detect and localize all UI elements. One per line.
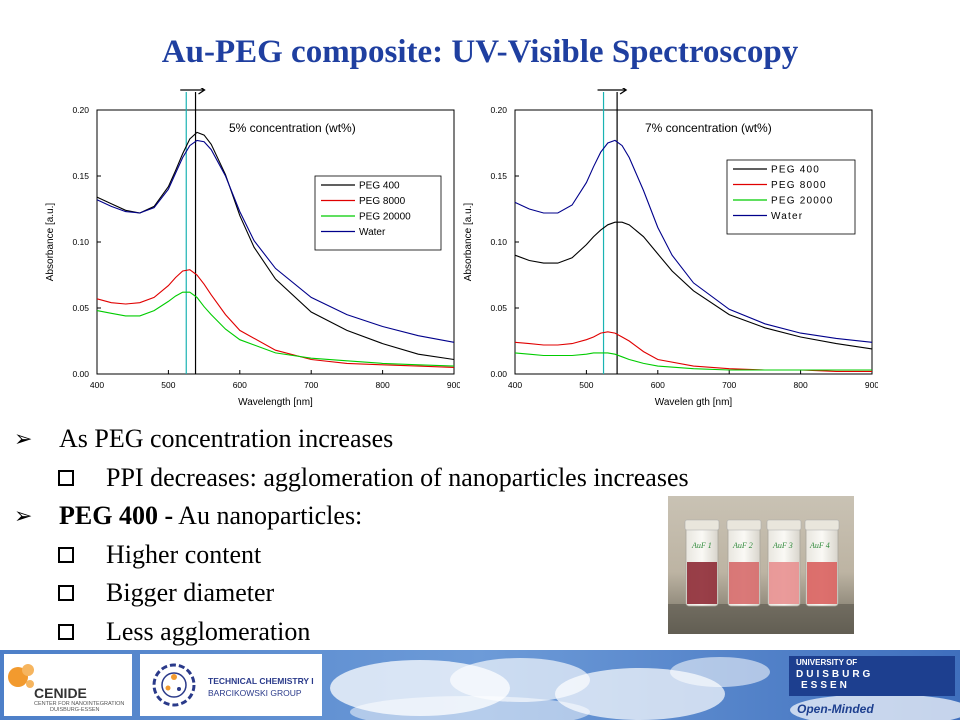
y-tick-label: 0.05 xyxy=(72,303,89,313)
legend-label: Water xyxy=(359,227,386,238)
x-axis-label: Wavelen gth [nm] xyxy=(655,397,733,408)
bullet-item: Bigger diameter xyxy=(14,574,864,613)
bullet-text: PEG 400 - Au nanoparticles: xyxy=(59,497,362,535)
legend-label: PEG 20000 xyxy=(771,196,834,207)
y-tick-label: 0.00 xyxy=(72,369,89,379)
chart-5-percent: 400 500 600 700 800 900 0.00 0.05 0.10 0.15 0.20 Wa… xyxy=(45,88,460,408)
series-line xyxy=(514,352,872,371)
x-tick-label: 900 xyxy=(447,380,460,390)
tc-subtitle: BARCIKOWSKI GROUP xyxy=(208,688,302,698)
series-line xyxy=(514,139,873,343)
vials-photo: AuF 1 AuF 2 AuF 3 AuF 4 xyxy=(668,496,854,634)
cenide-subtitle-line: DUISBURG-ESSEN xyxy=(50,707,100,713)
legend-label: PEG 400 xyxy=(359,181,400,192)
legend-label: PEG 8000 xyxy=(771,180,827,191)
y-axis-label: Absorbance [a.u.] xyxy=(463,203,474,282)
bullet-item: Higher content xyxy=(14,536,864,575)
ude-university: UNIVERSITY OF xyxy=(796,658,858,667)
vial-label: AuF 3 xyxy=(772,541,793,550)
plot-frame xyxy=(514,109,873,375)
bullet-bold-text: PEG 400 - xyxy=(59,501,174,530)
chart-title: 7% concentration (wt%) xyxy=(645,121,772,135)
cenide-logo: CENIDE CENTER FOR NANOINTEGRATION DUISBU… xyxy=(4,654,132,716)
bullet-list: ➢ As PEG concentration increases PPI dec… xyxy=(14,420,864,651)
bullet-item: Less agglomeration xyxy=(14,613,864,652)
y-tick-label: 0.15 xyxy=(490,171,507,181)
tc-title: TECHNICAL CHEMISTRY I xyxy=(208,676,314,686)
bullet-item: PPI decreases: agglomeration of nanopart… xyxy=(14,459,864,498)
footer-bar: CENIDE CENTER FOR NANOINTEGRATION DUISBU… xyxy=(0,650,960,720)
series-line xyxy=(96,291,455,367)
y-tick-label: 0.10 xyxy=(490,237,507,247)
chart-title: 5% concentration (wt%) xyxy=(229,121,356,135)
shift-arrow-head-icon xyxy=(619,88,628,95)
vial-1: AuF 1 xyxy=(684,519,720,607)
x-axis-label: Wavelength [nm] xyxy=(238,397,313,408)
x-tick-label: 400 xyxy=(508,380,522,390)
legend-label: PEG 400 xyxy=(771,165,820,176)
chart-7-percent: 400 500 600 700 800 900 0.00 0.05 0.10 0.15 0.20 Wa… xyxy=(463,88,878,408)
arrow-bullet-icon: ➢ xyxy=(14,426,33,451)
x-tick-label: 800 xyxy=(376,380,390,390)
y-tick-label: 0.15 xyxy=(72,171,89,181)
y-axis-label: Absorbance [a.u.] xyxy=(45,203,56,282)
ude-duisburg: DUISBURG xyxy=(796,669,874,680)
legend-label: PEG 20000 xyxy=(359,212,411,223)
cenide-subtitle: CENTER FOR NANOINTEGRATION DUISBURG-ESSE… xyxy=(34,701,124,713)
cenide-orange-circles-icon xyxy=(8,664,34,688)
vial-label: AuF 1 xyxy=(691,541,712,550)
bullet-item: ➢ PEG 400 - Au nanoparticles: xyxy=(14,497,864,536)
y-tick-label: 0.05 xyxy=(490,303,507,313)
vial-4: AuF 4 xyxy=(804,519,840,607)
series-line xyxy=(96,269,455,368)
series-line xyxy=(514,221,873,350)
x-tick-label: 700 xyxy=(722,380,736,390)
y-tick-label: 0.00 xyxy=(490,369,507,379)
series-line xyxy=(96,139,455,343)
bullet-text: As PEG concentration increases xyxy=(59,424,394,453)
vial-2: AuF 2 xyxy=(726,519,762,607)
bullet-text: Higher content xyxy=(106,539,262,569)
legend-box xyxy=(314,175,442,251)
checkbox-bullet-icon xyxy=(58,623,74,640)
bullet-item: ➢ As PEG concentration increases xyxy=(14,420,864,459)
bullet-plain-text: Au nanoparticles: xyxy=(173,501,363,530)
checkbox-bullet-icon xyxy=(58,469,74,486)
shift-arrow-head-icon xyxy=(198,88,206,95)
technical-chemistry-logo: TECHNICAL CHEMISTRY I BARCIKOWSKI GROUP xyxy=(140,654,322,716)
vial-label: AuF 4 xyxy=(809,541,830,550)
cenide-name: CENIDE xyxy=(34,685,87,701)
cenide-subtitle-line: CENTER FOR NANOINTEGRATION xyxy=(34,701,125,707)
bullet-text: Bigger diameter xyxy=(106,578,275,607)
checkbox-bullet-icon xyxy=(58,585,74,601)
arrow-bullet-icon: ➢ xyxy=(14,503,33,528)
x-tick-label: 400 xyxy=(90,380,104,390)
y-tick-label: 0.10 xyxy=(72,237,89,247)
ude-slogan: Open-Minded xyxy=(797,702,874,716)
y-tick-label: 0.20 xyxy=(72,105,89,115)
ude-logo: UNIVERSITY OF DUISBURG ESSEN xyxy=(789,656,955,696)
x-tick-label: 800 xyxy=(794,380,808,390)
x-tick-label: 500 xyxy=(579,380,593,390)
checkbox-bullet-icon xyxy=(58,546,74,563)
bullet-text: PPI decreases: agglomeration of nanopart… xyxy=(106,462,689,492)
legend-box xyxy=(726,159,856,235)
x-tick-label: 700 xyxy=(304,380,318,390)
bullet-text: Less agglomeration xyxy=(106,616,311,646)
vial-3: AuF 3 xyxy=(766,519,802,607)
x-tick-label: 600 xyxy=(233,380,247,390)
x-tick-label: 500 xyxy=(161,380,175,390)
legend-label: PEG 8000 xyxy=(359,196,406,207)
ude-essen: ESSEN xyxy=(801,680,850,691)
x-tick-label: 600 xyxy=(651,380,665,390)
x-tick-label: 900 xyxy=(865,380,878,390)
y-tick-label: 0.20 xyxy=(490,105,507,115)
molecule-ring-icon xyxy=(152,663,196,707)
legend-label: Water xyxy=(771,211,803,222)
slide-title: Au-PEG composite: UV-Visible Spectroscop… xyxy=(161,34,799,70)
vial-label: AuF 2 xyxy=(732,541,753,550)
